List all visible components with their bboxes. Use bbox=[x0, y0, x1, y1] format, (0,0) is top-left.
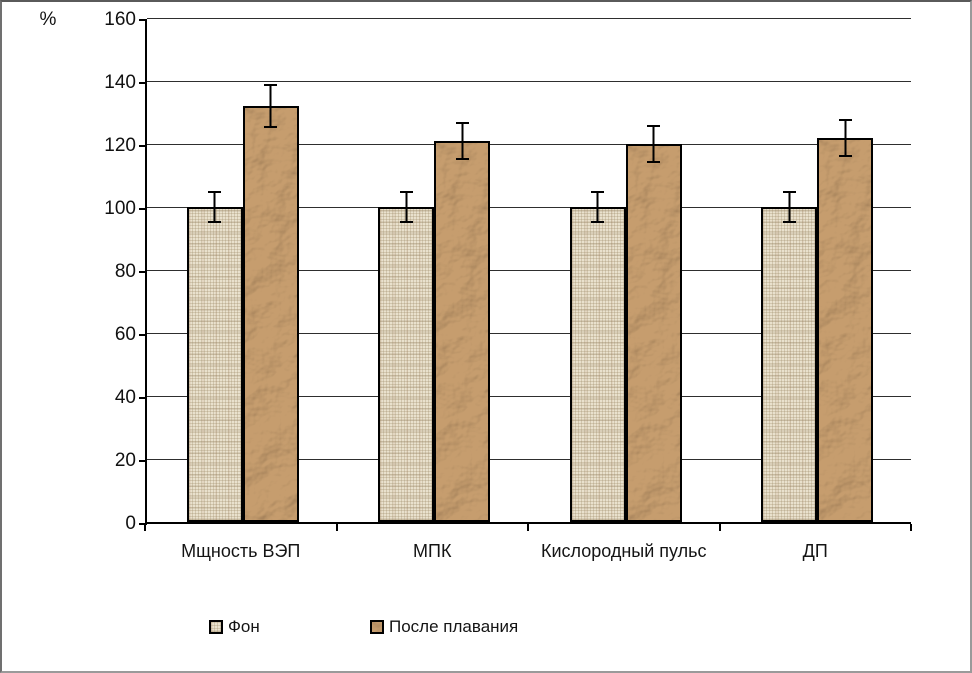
y-axis-tick-label: 140 bbox=[104, 72, 136, 93]
category-label: Кислородный пульс bbox=[540, 541, 707, 561]
y-axis-tick bbox=[139, 460, 147, 462]
bar-series-1 bbox=[625, 144, 682, 522]
error-bar bbox=[455, 121, 469, 160]
y-axis-tick bbox=[139, 82, 147, 84]
y-axis-tick-label: 100 bbox=[104, 198, 136, 219]
error-bar bbox=[264, 84, 278, 129]
legend-item: После плавания bbox=[370, 617, 518, 637]
canvas-texture-fill bbox=[763, 209, 816, 520]
y-axis-tick-label: 160 bbox=[104, 9, 136, 30]
canvas-texture-fill bbox=[571, 209, 624, 520]
y-axis-unit-label: % bbox=[39, 9, 57, 30]
y-axis-tick bbox=[139, 145, 147, 147]
x-axis-tick bbox=[527, 524, 529, 531]
bar-series-1 bbox=[817, 137, 874, 522]
canvas-texture-fill bbox=[188, 209, 241, 520]
category-label: Мщность ВЭП bbox=[181, 541, 301, 561]
error-bar bbox=[647, 125, 661, 163]
gridline-60 bbox=[147, 333, 911, 334]
plot-area bbox=[145, 18, 914, 524]
gridline-120 bbox=[147, 144, 911, 145]
x-axis-tick bbox=[144, 524, 146, 531]
legend-swatch bbox=[209, 620, 223, 634]
x-axis-tick bbox=[335, 524, 338, 531]
crumpled-paper-fill bbox=[627, 146, 680, 520]
legend-label: После плавания bbox=[389, 617, 519, 636]
crumpled-paper-fill bbox=[436, 142, 489, 520]
category-label: ДП bbox=[802, 541, 828, 561]
y-axis-tick-label: 20 bbox=[114, 450, 136, 471]
y-axis-tick-label: 120 bbox=[104, 135, 136, 156]
legend-label: Фон bbox=[228, 617, 260, 636]
bar-series-0 bbox=[378, 207, 435, 522]
bar-series-0 bbox=[186, 207, 243, 522]
error-bar bbox=[782, 191, 796, 223]
crumpled-paper-fill bbox=[819, 139, 872, 520]
gridline-20 bbox=[147, 459, 911, 460]
y-axis-tick-label: 80 bbox=[114, 261, 136, 282]
y-axis-tick-label: 60 bbox=[114, 324, 136, 345]
error-bar bbox=[208, 191, 222, 223]
gridline-100 bbox=[147, 207, 911, 208]
y-axis-tick-label: 40 bbox=[114, 387, 136, 408]
y-axis-tick bbox=[139, 397, 147, 399]
bar-group bbox=[339, 20, 531, 522]
x-axis-tick bbox=[718, 524, 721, 531]
x-axis-tick bbox=[910, 524, 912, 531]
canvas-texture-fill bbox=[380, 209, 433, 520]
y-axis-tick bbox=[139, 334, 147, 336]
y-axis-tick-label: 0 bbox=[125, 513, 136, 534]
bar-group bbox=[530, 20, 722, 522]
bar-series-1 bbox=[242, 106, 299, 522]
legend-swatch bbox=[370, 620, 384, 634]
y-axis-tick bbox=[139, 523, 147, 525]
gridline-80 bbox=[147, 270, 911, 271]
y-axis-tick bbox=[139, 208, 147, 210]
gridline-160 bbox=[147, 18, 911, 19]
bar-series-0 bbox=[761, 207, 818, 522]
bar-group bbox=[722, 20, 914, 522]
category-label: МПК bbox=[413, 541, 452, 561]
error-bar bbox=[838, 118, 852, 157]
crumpled-paper-fill bbox=[244, 108, 297, 520]
gridline-40 bbox=[147, 396, 911, 397]
error-bar bbox=[591, 191, 605, 223]
crumpled-paper-fill bbox=[372, 622, 382, 632]
canvas-texture-fill bbox=[211, 622, 221, 632]
gridline-140 bbox=[147, 81, 911, 82]
legend-item: Фон bbox=[209, 617, 260, 637]
y-axis-tick bbox=[139, 271, 147, 273]
y-axis-tick bbox=[139, 19, 147, 21]
bar-series-1 bbox=[434, 140, 491, 522]
bar-series-0 bbox=[569, 207, 626, 522]
error-bar bbox=[399, 191, 413, 223]
bar-group bbox=[147, 20, 339, 522]
